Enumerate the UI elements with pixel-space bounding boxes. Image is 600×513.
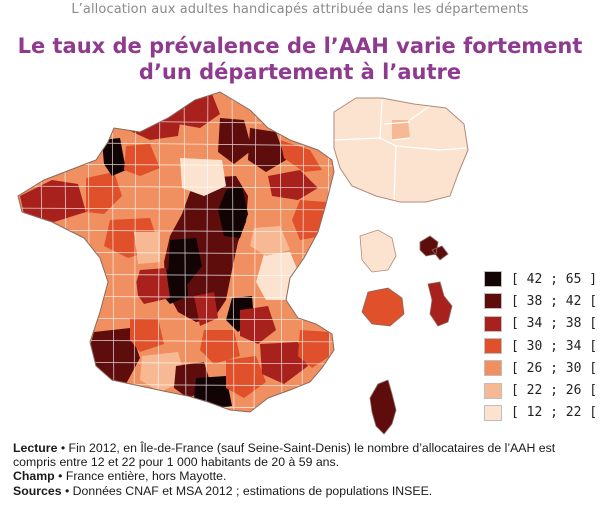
note-lecture-label: Lecture — [13, 441, 58, 455]
legend-label: [ 38 ; 42 [ — [511, 293, 598, 309]
legend-swatch — [484, 271, 502, 288]
note-sources: Sources • Données CNAF et MSA 2012 ; est… — [13, 484, 593, 498]
note-champ: Champ • France entière, hors Mayotte. — [13, 469, 593, 483]
note-sources-label: Sources — [13, 483, 62, 498]
legend-swatch — [484, 404, 502, 421]
note-lecture: Lecture • Fin 2012, en Île-de-France (sa… — [13, 441, 593, 469]
legend-swatch — [484, 293, 502, 310]
notes: Lecture • Fin 2012, en Île-de-France (sa… — [13, 441, 593, 498]
legend-item: [ 30 ; 34 [ — [484, 335, 597, 357]
ile-de-france-inset — [333, 97, 469, 203]
chart-title: Le taux de prévalence de l’AAH varie for… — [0, 33, 600, 85]
legend-label: [ 22 ; 26 [ — [511, 383, 598, 399]
legend-swatch — [484, 315, 502, 332]
legend: [ 42 ; 65 ] [ 38 ; 42 [ [ 34 ; 38 [ [ 30 ; … — [484, 268, 597, 424]
legend-swatch — [484, 382, 502, 399]
guyane-map — [359, 229, 397, 273]
france-outline — [17, 91, 335, 413]
title-line-2: d’un département à l’autre — [138, 60, 462, 84]
legend-item: [ 38 ; 42 [ — [484, 290, 597, 312]
note-sources-text: • Données CNAF et MSA 2012 ; estimations… — [61, 483, 433, 498]
legend-item: [ 22 ; 26 [ — [484, 379, 597, 401]
legend-label: [ 26 ; 30 [ — [511, 360, 598, 376]
legend-item: [ 26 ; 30 [ — [484, 357, 597, 379]
legend-item: [ 42 ; 65 ] — [484, 268, 597, 290]
legend-item: [ 12 ; 22 [ — [484, 402, 597, 424]
legend-swatch — [484, 360, 502, 377]
note-champ-text: • France entière, hors Mayotte. — [54, 469, 227, 484]
note-champ-label: Champ — [13, 469, 55, 484]
legend-swatch — [484, 338, 502, 355]
la-reunion-map — [361, 287, 405, 327]
martinique-map — [427, 281, 453, 327]
corse-map — [369, 379, 397, 435]
legend-label: [ 30 ; 34 [ — [511, 338, 598, 354]
legend-label: [ 12 ; 22 [ — [511, 405, 598, 421]
guadeloupe-map — [419, 235, 449, 261]
legend-label: [ 42 ; 65 ] — [511, 271, 598, 287]
legend-label: [ 34 ; 38 [ — [511, 316, 598, 332]
note-lecture-text: • Fin 2012, en Île-de-France (sauf Seine… — [13, 441, 556, 470]
supertitle: L’allocation aux adultes handicapés attr… — [71, 2, 529, 17]
title-line-1: Le taux de prévalence de l’AAH varie for… — [17, 34, 583, 58]
legend-item: [ 34 ; 38 [ — [484, 313, 597, 335]
france-mainland-map — [18, 92, 334, 412]
